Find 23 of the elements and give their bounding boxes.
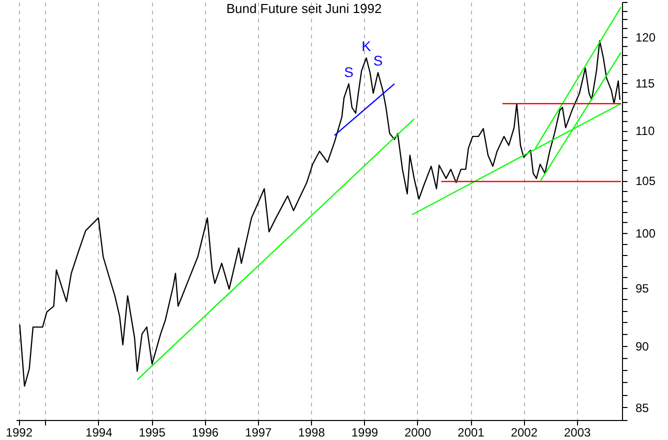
x-tick-label: 1995 — [138, 426, 166, 440]
x-tick-label: 2002 — [510, 426, 538, 440]
chart-title: Bund Future seit Juni 1992 — [226, 1, 382, 16]
x-tick-label: 2001 — [458, 426, 485, 440]
x-tick-label: 1992 — [6, 426, 33, 440]
annotation: K — [362, 38, 372, 54]
y-tick-label: 90 — [636, 339, 650, 354]
x-tick-label: 1996 — [192, 426, 219, 440]
y-tick-label: 100 — [636, 226, 656, 240]
x-tick-label: 1999 — [351, 426, 378, 440]
x-tick-label: 2000 — [404, 426, 432, 440]
y-tick-label: 95 — [636, 281, 650, 296]
x-tick-label: 1994 — [86, 426, 113, 440]
x-tick-label: 1998 — [298, 426, 326, 440]
x-tick-label: 1997 — [245, 426, 272, 440]
x-tick-label: 2003 — [564, 426, 591, 440]
annotation: S — [344, 64, 354, 80]
y-tick-label: 120 — [636, 30, 656, 45]
y-tick-label: 115 — [636, 76, 655, 90]
y-tick-label: 85 — [636, 400, 650, 415]
annotation: S — [373, 52, 383, 69]
y-tick-label: 110 — [636, 124, 655, 138]
y-tick-label: 105 — [636, 174, 656, 188]
